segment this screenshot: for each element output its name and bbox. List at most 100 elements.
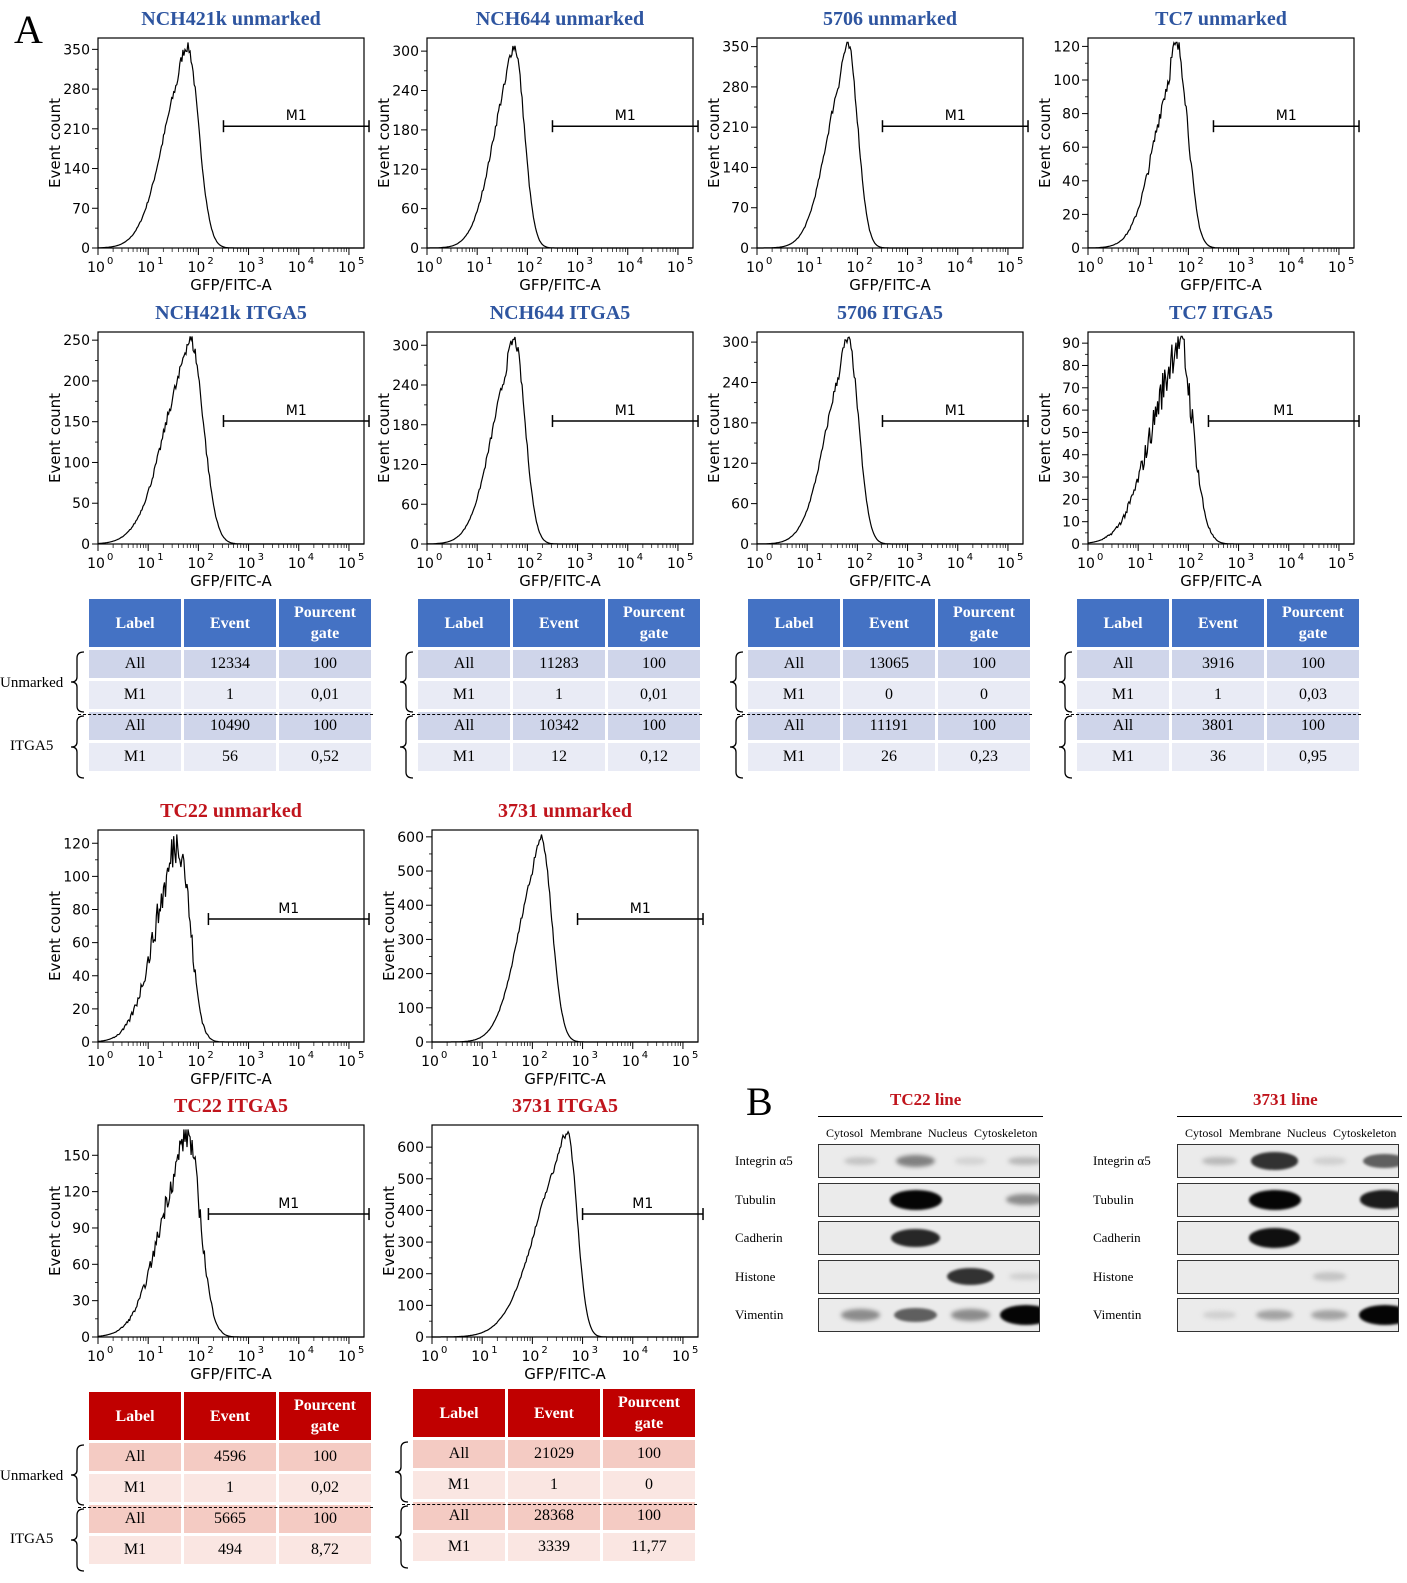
table-row: All 10490 100 <box>89 712 371 740</box>
table-header: Event <box>184 599 276 647</box>
table-cell: All <box>413 1440 505 1468</box>
western-blot-band <box>946 1267 995 1286</box>
table-row: M1 56 0,52 <box>89 743 371 771</box>
x-tick-label: 10 <box>521 1349 539 1365</box>
table-cell: 8,72 <box>279 1536 371 1564</box>
x-tick-label: 10 <box>471 1054 489 1070</box>
table-cell: 1 <box>184 681 276 709</box>
histogram-title: TC7 ITGA5 <box>1169 302 1273 324</box>
table-cell: M1 <box>1077 681 1169 709</box>
x-tick-exponent: 1 <box>816 256 822 267</box>
x-tick-exponent: 3 <box>587 552 593 563</box>
table-cell: All <box>413 1502 505 1530</box>
table-row: M1 12 0,12 <box>418 743 700 771</box>
x-tick-label: 10 <box>187 556 205 572</box>
x-tick-exponent: 4 <box>1298 552 1304 563</box>
table-cell: 36 <box>1172 743 1264 771</box>
x-tick-label: 10 <box>87 1349 105 1365</box>
western-blot-column-label: Cytoskeleton <box>1333 1126 1397 1140</box>
histogram-series <box>427 336 693 545</box>
x-tick-label: 10 <box>238 260 256 276</box>
x-tick-exponent: 0 <box>1097 552 1103 563</box>
y-tick-label: 40 <box>1062 174 1080 190</box>
x-axis-label: GFP/FITC-A <box>849 572 931 590</box>
western-blot-band <box>1311 1309 1348 1321</box>
y-tick-label: 0 <box>1071 241 1080 257</box>
table-cell: 100 <box>1267 650 1359 678</box>
flow-gate-table: Label Event Pourcent gate All 13065 100 M1 0 0 Al… <box>745 596 1033 774</box>
table-cell: 3339 <box>508 1533 600 1561</box>
gate-m1-label: M1 <box>278 901 299 917</box>
group-separator <box>407 714 702 715</box>
y-tick-label: 280 <box>722 80 749 96</box>
table-cell: All <box>1077 650 1169 678</box>
x-tick-label: 10 <box>466 260 484 276</box>
flow-gate-table: Label Event Pourcent gate All 11283 100 M1 1 0,0… <box>415 596 703 774</box>
group-brace <box>70 651 85 779</box>
table-row: M1 1 0,01 <box>89 681 371 709</box>
histogram-series <box>98 42 364 249</box>
table-cell: M1 <box>1077 743 1169 771</box>
x-tick-exponent: 5 <box>1348 256 1354 267</box>
y-tick-label: 600 <box>397 1140 424 1156</box>
x-tick-label: 10 <box>288 260 306 276</box>
x-tick-label: 10 <box>846 260 864 276</box>
western-blot-column-label: Membrane <box>870 1126 922 1140</box>
y-tick-label: 150 <box>63 1148 90 1164</box>
x-tick-label: 10 <box>1328 260 1346 276</box>
y-tick-label: 0 <box>415 1035 424 1051</box>
table-cell: 100 <box>279 1443 371 1471</box>
x-tick-exponent: 1 <box>157 1345 163 1356</box>
x-tick-exponent: 3 <box>1248 256 1254 267</box>
histogram-title: 3731 unmarked <box>498 800 632 822</box>
plot-frame <box>426 331 694 545</box>
x-tick-exponent: 0 <box>441 1050 447 1061</box>
western-blot-band <box>1250 1152 1299 1170</box>
table-cell: 0,01 <box>279 681 371 709</box>
table-cell: All <box>418 712 510 740</box>
y-tick-label: 210 <box>722 120 749 136</box>
x-tick-exponent: 1 <box>1147 552 1153 563</box>
western-blot-protein-label: Histone <box>735 1268 776 1284</box>
x-tick-exponent: 0 <box>436 552 442 563</box>
x-tick-exponent: 0 <box>107 1345 113 1356</box>
y-tick-label: 400 <box>397 898 424 914</box>
table-cell: 11283 <box>513 650 605 678</box>
x-tick-label: 10 <box>622 1054 640 1070</box>
y-tick-label: 120 <box>722 456 749 472</box>
table-header: Pourcent gate <box>1267 599 1359 647</box>
y-tick-label: 300 <box>392 44 419 60</box>
panel-letter-a: A <box>14 7 43 52</box>
x-tick-exponent: 2 <box>541 1345 547 1356</box>
y-axis-label: Event count <box>1036 98 1054 188</box>
histogram-title: TC22 unmarked <box>160 800 302 822</box>
table-cell: All <box>89 1443 181 1471</box>
histogram-series <box>97 834 364 1043</box>
table-cell: 10490 <box>184 712 276 740</box>
western-blot-strip <box>1177 1259 1399 1294</box>
western-blot-band <box>895 1154 936 1168</box>
gate-m1-label: M1 <box>615 108 636 124</box>
x-tick-label: 10 <box>1077 260 1095 276</box>
y-tick-label: 180 <box>722 416 749 432</box>
group-separator <box>402 1504 697 1505</box>
western-blot-title-rule <box>818 1116 1043 1117</box>
table-cell: 1 <box>184 1474 276 1502</box>
y-tick-label: 60 <box>1062 403 1080 419</box>
x-tick-label: 10 <box>1127 260 1145 276</box>
western-blot-strip <box>1177 1182 1399 1217</box>
plot-frame <box>756 37 1024 249</box>
table-row: M1 3339 11,77 <box>413 1533 695 1561</box>
y-tick-label: 240 <box>392 84 419 100</box>
x-tick-exponent: 2 <box>1197 552 1203 563</box>
x-tick-label: 10 <box>238 556 256 572</box>
plot-frame <box>756 331 1024 545</box>
y-axis-label: Event count <box>46 1186 64 1276</box>
table-header: Label <box>89 599 181 647</box>
y-tick-label: 40 <box>72 969 90 985</box>
y-axis-label: Event count <box>380 891 398 981</box>
